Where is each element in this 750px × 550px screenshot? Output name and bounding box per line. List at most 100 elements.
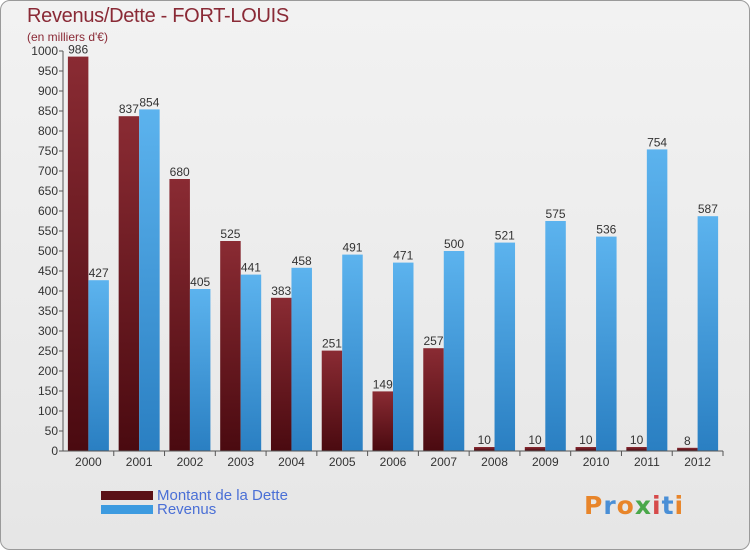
y-tick-label: 900 <box>38 84 58 98</box>
data-label-revenue-2012: 587 <box>698 202 718 216</box>
y-tick-label: 450 <box>38 264 58 278</box>
legend-swatch-revenue <box>101 504 153 514</box>
bar-debt-2009 <box>524 447 546 451</box>
x-tick-label: 2001 <box>126 455 153 469</box>
x-tick-label: 2005 <box>329 455 356 469</box>
data-label-debt-2007: 257 <box>424 334 444 348</box>
data-label-revenue-2001: 854 <box>139 95 159 109</box>
data-label-debt-2009: 10 <box>528 433 542 447</box>
y-tick-label: 850 <box>38 104 58 118</box>
logo-letter: r <box>603 491 617 520</box>
bars: 986 427 837 854 680 405 525 441 383 458 251 491 149 4… <box>67 43 719 452</box>
data-label-revenue-2004: 458 <box>292 254 312 268</box>
data-label-revenue-2006: 471 <box>393 249 413 263</box>
logo-letter: i <box>674 491 685 520</box>
x-tick-label: 2010 <box>583 455 610 469</box>
bar-debt-2007 <box>423 348 444 451</box>
bar-revenue-2002 <box>189 289 211 451</box>
y-tick-label: 150 <box>38 384 58 398</box>
bar-revenue-2005 <box>342 254 363 451</box>
chart-subtitle: (en milliers d'€) <box>27 30 108 44</box>
data-label-debt-2005: 251 <box>322 337 342 351</box>
x-tick-label: 2006 <box>380 455 407 469</box>
data-label-revenue-2000: 427 <box>89 266 109 280</box>
bar-debt-2001 <box>118 116 140 451</box>
data-label-debt-2010: 10 <box>579 433 593 447</box>
bar-revenue-2012 <box>697 216 719 451</box>
x-tick-label: 2011 <box>634 455 660 469</box>
x-tick-label: 2000 <box>75 455 102 469</box>
y-tick-label: 300 <box>38 324 58 338</box>
data-label-debt-2000: 986 <box>68 43 88 57</box>
legend-item-revenue: Revenus <box>101 500 217 518</box>
data-label-revenue-2005: 491 <box>342 241 362 255</box>
proxiti-logo: Proxiti <box>584 491 684 520</box>
legend-label-debt: Montant de la Dette <box>157 486 288 504</box>
data-label-debt-2006: 149 <box>373 377 393 391</box>
data-label-revenue-2008: 521 <box>495 229 515 243</box>
chart-title: Revenus/Dette - FORT-LOUIS <box>27 5 289 27</box>
data-label-debt-2003: 525 <box>220 227 240 241</box>
x-tick-label: 2002 <box>177 455 204 469</box>
y-tick-label: 0 <box>51 444 58 458</box>
y-tick-label: 950 <box>38 64 58 78</box>
y-tick-label: 500 <box>38 244 58 258</box>
bar-debt-2008 <box>474 447 495 451</box>
legend-swatch-debt <box>101 490 153 500</box>
x-tick-label: 2004 <box>278 455 305 469</box>
bar-debt-2010 <box>575 447 597 451</box>
bar-revenue-2009 <box>545 221 566 451</box>
y-axis: 0 50 100 150 200 250 300 350 400 450 500 550 600 650 7… <box>31 44 64 458</box>
bar-revenue-2001 <box>139 109 160 452</box>
y-tick-label: 650 <box>38 184 58 198</box>
y-tick-label: 800 <box>38 124 58 138</box>
x-tick-label: 2009 <box>532 455 559 469</box>
data-label-debt-2004: 383 <box>271 284 291 298</box>
y-tick-label: 50 <box>45 424 59 438</box>
bar-revenue-2010 <box>596 236 617 451</box>
x-tick-label: 2003 <box>227 455 254 469</box>
logo-letter: x <box>634 491 652 520</box>
bar-revenue-2011 <box>646 149 668 451</box>
y-tick-label: 100 <box>38 404 58 418</box>
bar-revenue-2008 <box>494 242 516 451</box>
data-label-revenue-2007: 500 <box>444 237 464 251</box>
y-tick-label: 200 <box>38 364 58 378</box>
y-tick-label: 400 <box>38 284 58 298</box>
bar-debt-2004 <box>270 297 292 451</box>
data-label-debt-2001: 837 <box>119 102 139 116</box>
data-label-revenue-2011: 754 <box>647 135 667 149</box>
data-label-revenue-2002: 405 <box>190 275 210 289</box>
y-tick-label: 350 <box>38 304 58 318</box>
bar-revenue-2003 <box>240 274 262 451</box>
bar-debt-2003 <box>220 241 241 451</box>
bar-revenue-2007 <box>443 251 465 451</box>
legend-label-revenue: Revenus <box>157 500 217 518</box>
logo-letter: P <box>584 491 604 520</box>
bar-revenue-2000 <box>88 280 109 451</box>
logo-letter: t <box>661 491 675 520</box>
y-tick-label: 250 <box>38 344 58 358</box>
data-label-debt-2008: 10 <box>478 433 492 447</box>
data-label-debt-2002: 680 <box>170 165 190 179</box>
x-tick-label: 2008 <box>481 455 508 469</box>
x-axis: 2000 2001 2002 2003 2004 2005 2006 2007 2008 2009… <box>63 450 724 469</box>
data-label-revenue-2010: 536 <box>596 223 616 237</box>
y-tick-label: 750 <box>38 144 58 158</box>
logo-letter: o <box>616 491 635 520</box>
y-tick-label: 550 <box>38 224 58 238</box>
legend-item-debt: Montant de la Dette <box>101 486 288 504</box>
bar-debt-2006 <box>372 391 393 451</box>
y-tick-label: 1000 <box>31 44 58 58</box>
bar-debt-2005 <box>321 350 343 451</box>
x-tick-label: 2007 <box>430 455 457 469</box>
bar-revenue-2006 <box>393 262 414 451</box>
bar-debt-2011 <box>626 447 647 451</box>
data-label-revenue-2003: 441 <box>241 261 261 275</box>
bar-debt-2002 <box>169 179 190 451</box>
bar-debt-2012 <box>677 447 698 451</box>
y-tick-label: 700 <box>38 164 58 178</box>
bar-debt-2000 <box>67 56 89 451</box>
